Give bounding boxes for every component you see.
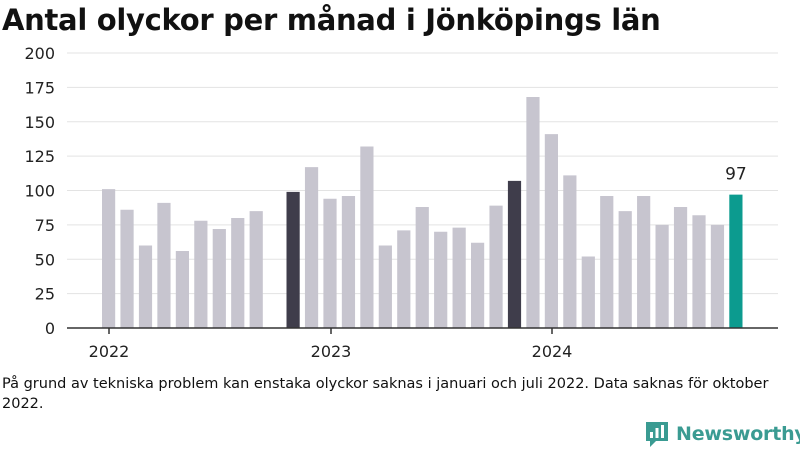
bar-2024-03 <box>581 256 595 328</box>
bar-2022-12 <box>304 167 319 329</box>
brand-name: Newsworthy <box>676 423 800 445</box>
bar-2024-11 <box>729 194 743 329</box>
y-tick-label: 175 <box>24 78 55 97</box>
bar-2023-06 <box>415 207 429 328</box>
bar-2022-01 <box>102 189 116 329</box>
bar-2023-03 <box>360 146 374 328</box>
x-tick-label: 2023 <box>311 342 352 361</box>
bar-2023-01 <box>323 198 337 328</box>
y-tick-label: 50 <box>35 250 55 269</box>
bar-2024-02 <box>563 175 577 329</box>
bar-2023-09 <box>471 242 485 328</box>
bar-2024-10 <box>710 224 725 329</box>
x-tick-label: 2022 <box>89 342 130 361</box>
bar-2022-07 <box>212 229 226 328</box>
y-tick-label: 150 <box>24 113 55 132</box>
bar-2024-04 <box>600 196 614 328</box>
x-tick-label: 2024 <box>532 342 573 361</box>
bar-2022-11 <box>286 191 300 329</box>
bar-2022-08 <box>231 218 245 328</box>
y-axis-ticks: 0 25 50 75 100 125 150 175 200 <box>24 44 55 338</box>
labels: 97 <box>725 165 747 185</box>
bar-2024-08 <box>673 207 688 328</box>
bar-2024-07 <box>655 224 669 329</box>
bar-2022-06 <box>194 220 208 328</box>
bar-2024-01 <box>544 134 558 329</box>
bars <box>102 97 743 329</box>
bar-chart: 0 25 50 75 100 125 150 175 200 2022 2023 2024 97 <box>24 44 778 361</box>
y-tick-label: 0 <box>45 319 55 338</box>
bar-2022-02 <box>120 209 134 328</box>
y-tick-label: 125 <box>24 147 55 166</box>
bar-2022-09 <box>249 211 263 329</box>
bar-2023-07 <box>434 231 448 328</box>
bar-2024-06 <box>637 196 651 328</box>
bar-2022-04 <box>157 202 171 329</box>
brand-logo[interactable]: Newsworthy <box>644 419 800 449</box>
bar-2024-09 <box>692 215 706 328</box>
newsworthy-chart-logo-icon <box>646 422 668 447</box>
bar-2024-05 <box>618 211 632 329</box>
bar-2022-05 <box>175 251 189 328</box>
bar-2023-08 <box>452 227 466 329</box>
y-tick-label: 200 <box>24 44 55 63</box>
bar-2023-10 <box>489 205 503 329</box>
latest-value-label: 97 <box>725 165 747 185</box>
bar-2023-02 <box>341 196 356 328</box>
y-tick-label: 75 <box>35 216 55 235</box>
y-tick-label: 100 <box>24 182 55 201</box>
bar-2023-05 <box>397 230 411 329</box>
bar-2022-03 <box>138 245 153 328</box>
bar-2023-04 <box>378 245 392 328</box>
y-tick-label: 25 <box>35 285 55 304</box>
footnote: På grund av tekniska problem kan enstaka… <box>2 376 769 412</box>
x-axis: 2022 2023 2024 <box>67 327 778 361</box>
bar-2023-12 <box>526 97 540 328</box>
chart-title: Antal olyckor per månad i Jönköpings län <box>2 3 661 37</box>
bar-2023-11 <box>507 180 522 329</box>
